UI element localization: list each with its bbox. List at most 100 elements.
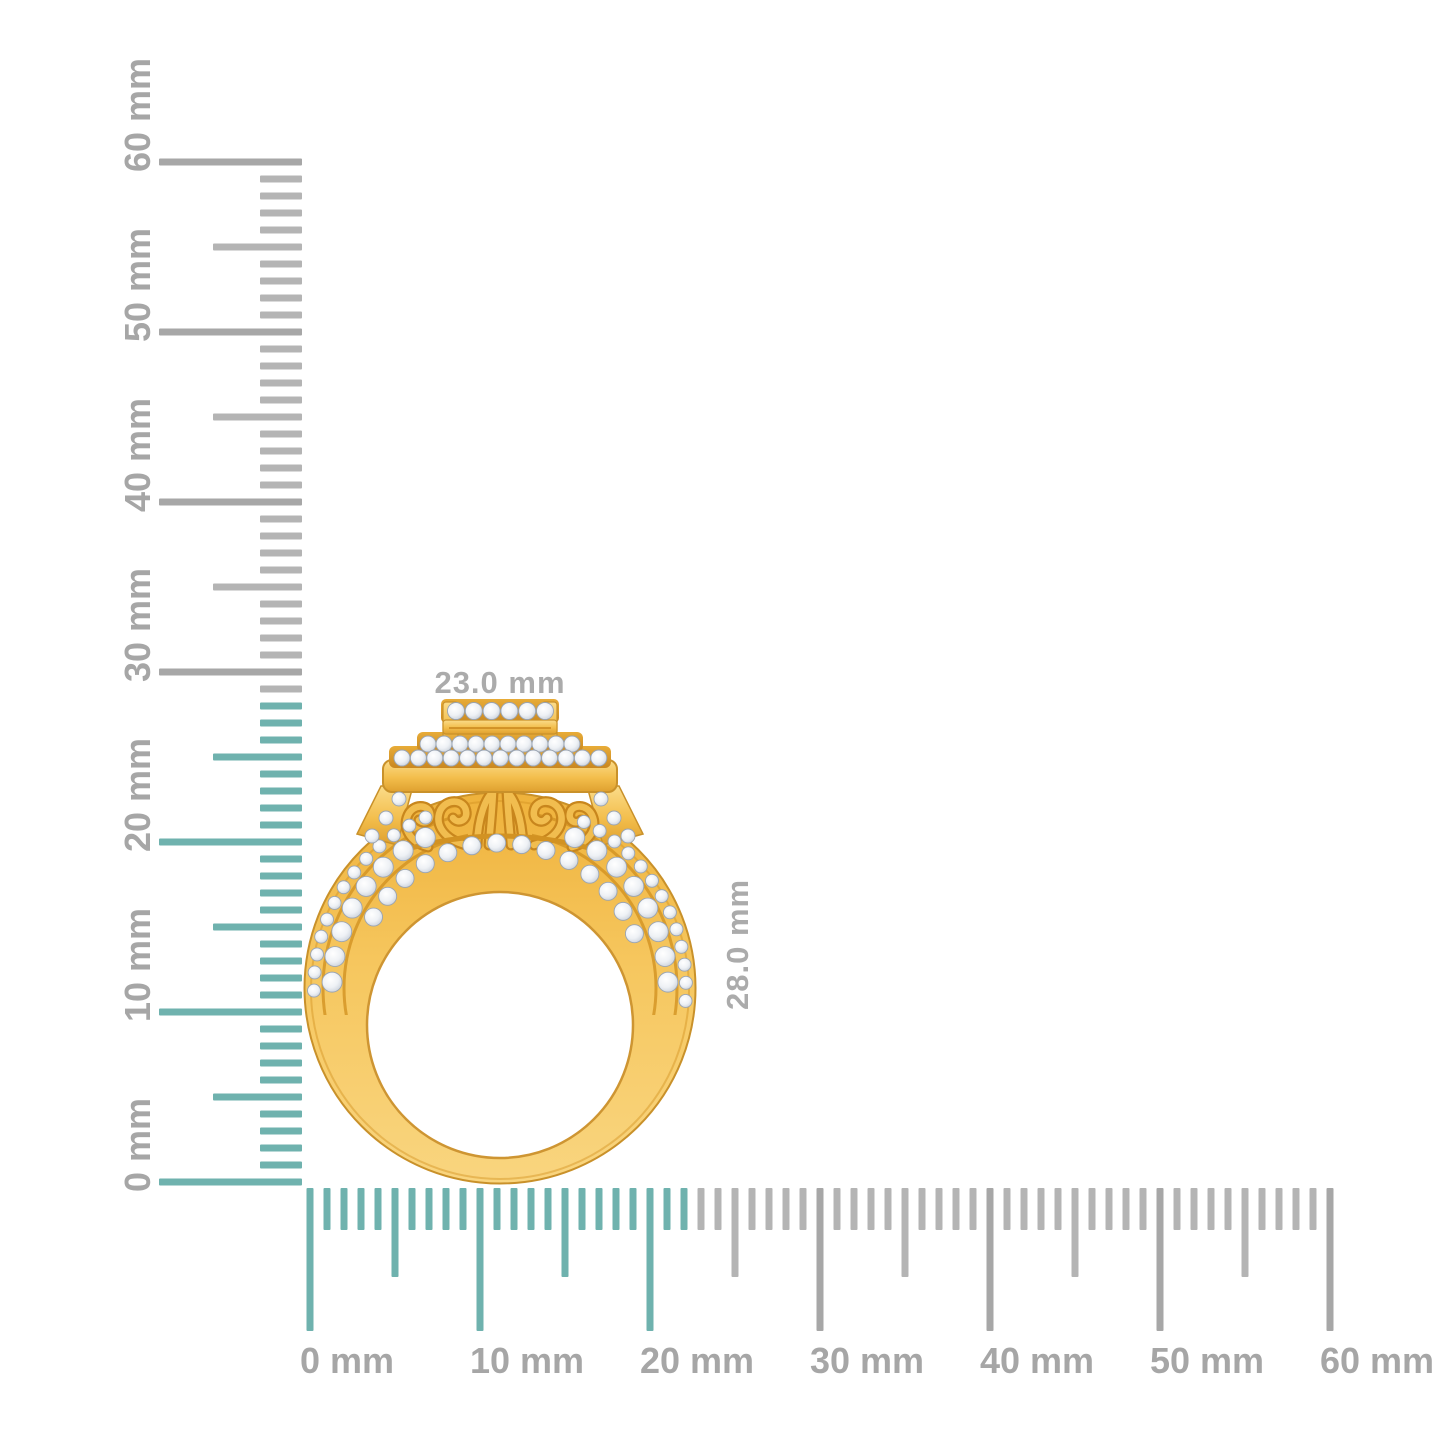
diamond [536, 841, 556, 860]
ring-image [303, 699, 697, 1185]
ruler-tick [306, 1188, 314, 1331]
diamond [607, 834, 622, 849]
ruler-tick [260, 974, 302, 982]
ruler-tick [213, 243, 302, 251]
diamond [564, 827, 586, 848]
diamond [645, 873, 659, 888]
diamond [621, 846, 636, 861]
ruler-tick [159, 1008, 302, 1016]
ruler-tick [1020, 1188, 1028, 1230]
ruler-tick [476, 1188, 484, 1331]
ruler-tick [1071, 1188, 1079, 1277]
ruler-tick [260, 396, 302, 404]
diamond [669, 922, 684, 937]
diamond [678, 994, 693, 1008]
ruler-tick [260, 821, 302, 829]
ruler-tick [357, 1188, 365, 1230]
diamond [314, 929, 329, 944]
ruler-tick [260, 1025, 302, 1033]
ruler-tick [391, 1188, 399, 1277]
diamond [391, 791, 407, 807]
ruler-tick [213, 753, 302, 761]
diamond [364, 828, 380, 844]
ruler-tick [260, 481, 302, 489]
ruler-tick [493, 1188, 501, 1230]
diamond [674, 939, 689, 954]
ruler-tick [646, 1188, 654, 1331]
diamond [355, 875, 377, 897]
ruler-tick [1122, 1188, 1130, 1230]
ruler-tick [260, 651, 302, 659]
ruler-tick [799, 1188, 807, 1230]
diamond [677, 957, 692, 972]
diamond [593, 791, 609, 807]
diamond [372, 856, 394, 878]
diamond [557, 749, 575, 767]
diamond [633, 859, 648, 874]
ruler-tick [260, 634, 302, 642]
diamond [573, 749, 591, 767]
ruler-tick [260, 1076, 302, 1084]
ruler-tick [260, 515, 302, 523]
ruler-tick [260, 277, 302, 285]
diamond [378, 810, 394, 826]
diamond [364, 907, 383, 927]
diamond [482, 702, 501, 720]
diamond [483, 735, 501, 753]
diamond [395, 868, 415, 888]
ruler-tick [952, 1188, 960, 1230]
ruler-tick [260, 787, 302, 795]
diamond [402, 818, 417, 833]
diamond [435, 735, 453, 753]
ruler-tick [612, 1188, 620, 1230]
ruler-tick [260, 532, 302, 540]
diamond [307, 965, 322, 980]
ruler-label: 30 mm [810, 1340, 924, 1381]
ruler-tick [260, 719, 302, 727]
ruler-tick [510, 1188, 518, 1230]
ruler-tick [260, 804, 302, 812]
ruler-tick [260, 991, 302, 999]
diamond [678, 975, 693, 990]
ruler-tick [578, 1188, 586, 1230]
ruler-tick [323, 1188, 331, 1230]
ruler-tick [1275, 1188, 1283, 1230]
ruler-tick [260, 872, 302, 880]
ruler-tick [1054, 1188, 1062, 1230]
ruler-tick [629, 1188, 637, 1230]
ruler-label: 30 mm [117, 568, 158, 682]
ruler-tick [213, 413, 302, 421]
ruler-tick [159, 328, 302, 336]
ruler-tick [260, 889, 302, 897]
ruler-tick [1173, 1188, 1181, 1230]
ruler-tick [159, 498, 302, 506]
ruler-tick [1224, 1188, 1232, 1230]
diamond [576, 815, 591, 829]
diamond [372, 839, 387, 854]
diamond [657, 971, 679, 993]
ruler-tick [561, 1188, 569, 1277]
ruler-tick [850, 1188, 858, 1230]
diamond [462, 836, 482, 856]
ruler-tick [260, 362, 302, 370]
diamond [524, 749, 542, 767]
ruler-tick [1292, 1188, 1300, 1230]
diamond [515, 735, 533, 753]
ruler-tick [260, 311, 302, 319]
ruler-tick [260, 192, 302, 200]
ruler-tick [1105, 1188, 1113, 1230]
width-measurement-label: 23.0 mm [434, 665, 565, 700]
ruler-tick [425, 1188, 433, 1230]
ruler-tick [260, 464, 302, 472]
diamond [336, 880, 351, 895]
ruler-tick [260, 940, 302, 948]
diamond [654, 889, 669, 904]
diamond [580, 864, 600, 884]
ruler-tick [527, 1188, 535, 1230]
ruler-tick [213, 1093, 302, 1101]
ruler-tick [459, 1188, 467, 1230]
ruler-tick [159, 158, 302, 166]
diamond [392, 840, 414, 862]
ruler-tick [901, 1188, 909, 1277]
ruler-tick [918, 1188, 926, 1230]
